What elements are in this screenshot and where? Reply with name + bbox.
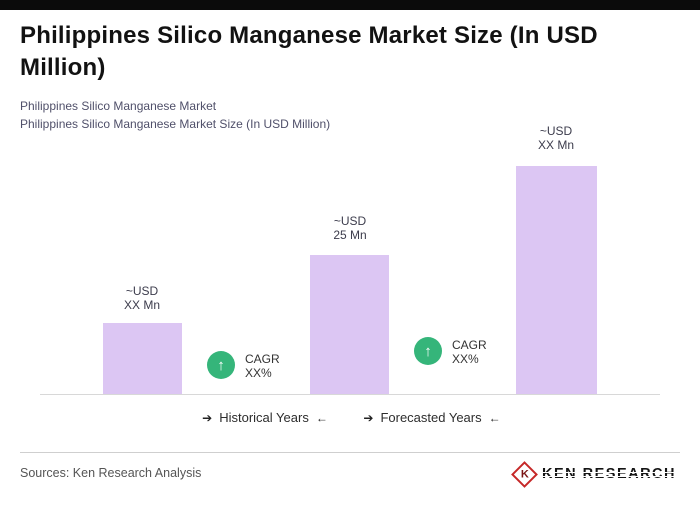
logo-stripe — [541, 475, 676, 478]
arrow-right-icon: ➔ — [202, 410, 213, 425]
cagr-value: XX% — [245, 366, 272, 380]
x-axis-line — [40, 394, 660, 395]
cagr-value: XX% — [452, 352, 479, 366]
arrow-left-icon: ← — [315, 410, 328, 425]
cagr-label: CAGR — [452, 338, 487, 352]
logo-k-letter: K — [520, 467, 529, 480]
bar3-label-line1: ~USD — [539, 124, 573, 138]
bar2-label-line1: ~USD — [333, 214, 367, 228]
up-arrow-icon: ↑ — [424, 342, 432, 360]
chart-subtitle-line1: Philippines Silico Manganese Market — [20, 99, 217, 113]
growth-arrow-up-icon: ↑ — [414, 337, 442, 365]
sources-text: Sources: Ken Research Analysis — [20, 466, 202, 480]
logo-stripe — [541, 471, 676, 474]
bar2-label-line2: 25 Mn — [333, 228, 367, 242]
bar-value-label: ~USD XX Mn — [496, 124, 616, 152]
bar-value-label: ~USD XX Mn — [82, 284, 202, 312]
bar-forecasted — [516, 166, 597, 394]
bar3-label-line2: XX Mn — [537, 138, 574, 152]
footer-divider — [20, 452, 680, 453]
ken-research-logo: K KEN RESEARCH — [511, 460, 676, 488]
cagr-annotation: CAGR XX% — [452, 338, 487, 366]
page-title: Philippines Silico Manganese Market Size… — [20, 22, 598, 81]
bar-historical-start — [103, 323, 182, 394]
axis-group-forecasted: ➔ Forecasted Years ← — [342, 410, 522, 425]
top-accent-bar — [0, 0, 700, 10]
arrow-left-icon: ← — [488, 410, 501, 425]
growth-arrow-up-icon: ↑ — [207, 351, 235, 379]
up-arrow-icon: ↑ — [217, 356, 225, 374]
logo-wordmark: KEN RESEARCH — [541, 466, 676, 482]
bar1-label-line1: ~USD — [125, 284, 159, 298]
bar-value-label: ~USD 25 Mn — [290, 214, 410, 242]
logo-wordmark-text: KEN RESEARCH — [541, 466, 676, 482]
logo-diamond-icon: K — [511, 460, 538, 488]
bar-historical-end — [310, 255, 389, 394]
cagr-annotation: CAGR XX% — [245, 352, 280, 380]
chart-subtitle-line2: Philippines Silico Manganese Market Size… — [20, 117, 331, 131]
cagr-label: CAGR — [245, 352, 280, 366]
arrow-right-icon: ➔ — [363, 410, 374, 425]
bar1-label-line2: XX Mn — [123, 298, 160, 312]
forecasted-years-label: Forecasted Years — [380, 410, 482, 425]
historical-years-label: Historical Years — [219, 410, 309, 425]
axis-group-historical: ➔ Historical Years ← — [180, 410, 350, 425]
